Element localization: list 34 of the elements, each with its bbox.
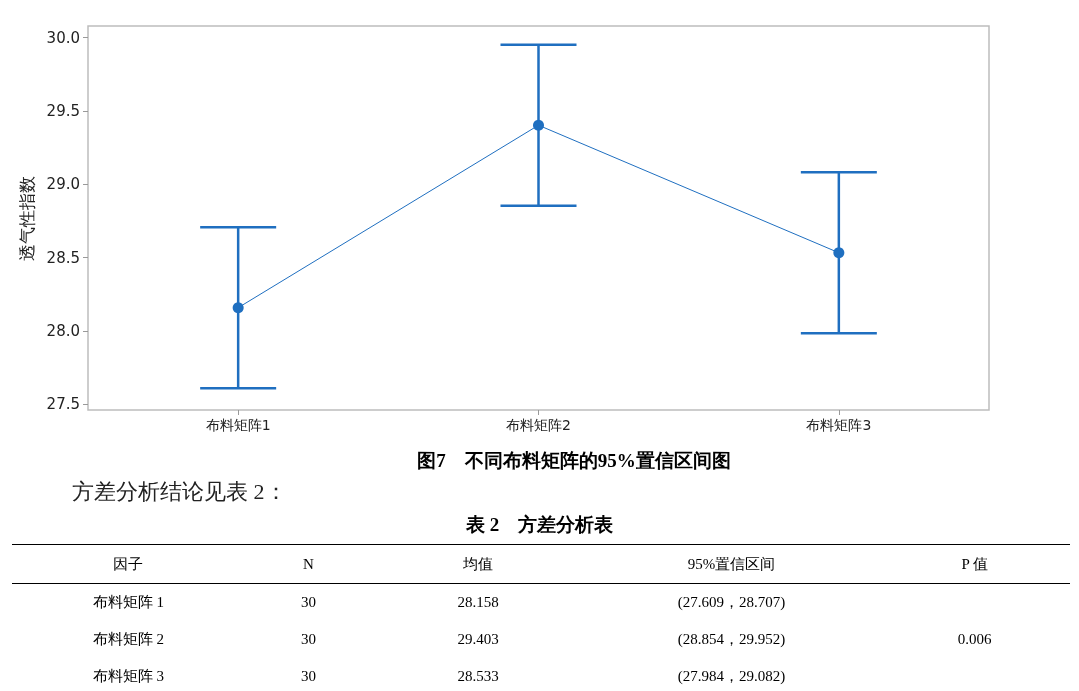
x-tick-label: 布料矩阵1: [205, 417, 271, 433]
text: 28.533: [457, 668, 499, 684]
y-tick-label: 29.0: [46, 175, 80, 194]
text: 方差分析结论见表 2：: [72, 478, 287, 504]
text: 28.158: [457, 594, 499, 610]
category-label: P 值: [960, 554, 989, 574]
y-tick-label: 28.5: [46, 248, 80, 267]
text: (27.609，28.707): [677, 594, 786, 610]
text: (28.854，29.952): [677, 631, 786, 647]
category-label: N: [302, 554, 315, 574]
category-label: 均值: [462, 554, 495, 574]
x-tick-label: 布料矩阵2: [506, 417, 571, 433]
y-tick-label: 28.0: [46, 321, 80, 340]
text: 0.006: [957, 631, 992, 647]
point: [232, 302, 244, 314]
y-tick-label: 27.5: [46, 395, 80, 414]
text: 布料矩阵 3: [92, 668, 164, 684]
text: (27.984，29.082): [677, 668, 786, 684]
text: 30: [300, 668, 316, 684]
text: 30: [300, 594, 316, 610]
y-axis-title: 透气性指数: [17, 175, 38, 261]
text: 表 2 方差分析表: [464, 513, 615, 537]
text: 29.403: [457, 631, 499, 647]
y-tick-label: 29.5: [46, 102, 80, 121]
x-tick-label: 布料矩阵3: [806, 417, 872, 433]
text: 图7 不同布料矩阵的95%置信区间图: [417, 450, 731, 471]
text: 30: [300, 631, 316, 647]
category-label: 95%置信区间: [686, 554, 777, 574]
point: [833, 247, 845, 259]
point: [533, 119, 544, 131]
category-label: 因子: [112, 554, 145, 574]
y-tick-label: 30.0: [46, 28, 80, 47]
text: 布料矩阵 1: [92, 594, 164, 610]
text: 布料矩阵 2: [92, 631, 164, 647]
